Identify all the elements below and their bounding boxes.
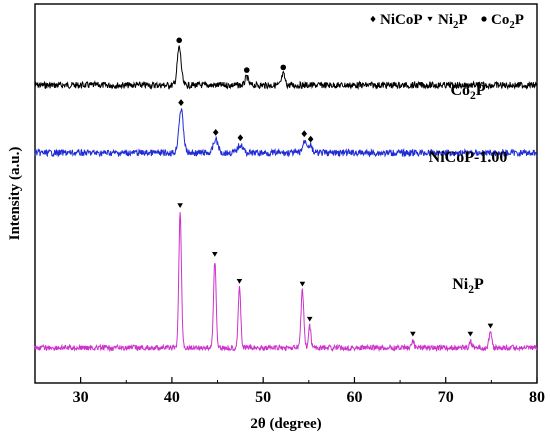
y-axis-label: Intensity (a.u.) <box>7 147 23 241</box>
series-line <box>34 45 538 91</box>
x-tick-label: 50 <box>255 389 271 406</box>
peak-marker <box>410 331 416 337</box>
x-tick-label: 30 <box>73 389 89 406</box>
peak-marker <box>178 99 184 106</box>
x-tick-label: 70 <box>438 389 454 406</box>
legend-marker <box>481 16 487 22</box>
series-line <box>34 212 538 353</box>
x-tick-label: 80 <box>529 389 545 406</box>
x-tick-label: 60 <box>346 389 362 406</box>
x-tick-label: 40 <box>164 389 180 406</box>
peak-marker <box>176 37 183 44</box>
peak-marker <box>177 203 183 208</box>
peak-marker <box>212 251 218 257</box>
legend-marker <box>370 15 376 23</box>
peak-marker <box>237 134 244 142</box>
series-label: Co2P <box>450 82 485 102</box>
peak-marker <box>236 279 243 284</box>
legend-entry: NiCoP <box>380 12 423 28</box>
peak-marker <box>467 331 474 337</box>
peak-marker <box>280 64 287 71</box>
peak-marker <box>487 323 494 329</box>
peak-marker <box>307 135 314 143</box>
plot-frame <box>34 3 538 384</box>
legend-entry: Ni2P <box>438 12 468 31</box>
peak-marker <box>212 128 219 136</box>
series-line <box>34 107 538 158</box>
peak-marker <box>306 316 313 322</box>
legend-marker <box>427 16 433 22</box>
series-label: NiCoP-1.00 <box>429 149 508 166</box>
series-label: Ni2P <box>452 276 484 296</box>
x-axis-label: 2θ (degree) <box>250 416 321 432</box>
peak-marker <box>299 281 306 287</box>
peak-marker <box>243 67 250 73</box>
legend-entry: Co2P <box>491 12 524 31</box>
peak-marker <box>301 130 308 138</box>
